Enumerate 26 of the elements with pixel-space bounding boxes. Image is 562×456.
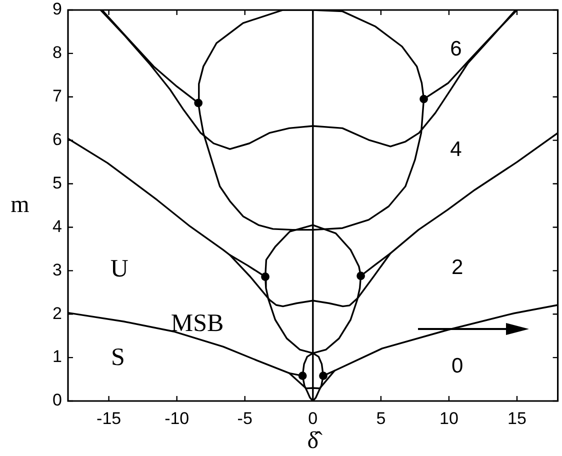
x-tick-label: 0 <box>308 408 318 428</box>
y-tick-label: 0 <box>52 390 62 410</box>
annotation: 4 <box>450 138 462 161</box>
x-axis-title: δ̂ <box>307 428 323 454</box>
y-tick-label: 8 <box>52 43 62 62</box>
y-tick-label: 2 <box>52 304 62 323</box>
annotation: U <box>110 256 128 283</box>
x-tick-label: -15 <box>96 408 122 428</box>
x-tick-label: -5 <box>237 408 252 428</box>
annotation: 2 <box>452 256 464 280</box>
y-tick-label: 9 <box>52 0 62 19</box>
x-tick-label: -10 <box>164 408 190 428</box>
y-axis-title: m <box>10 192 30 218</box>
y-tick-label: 1 <box>52 347 62 366</box>
annotation: 0 <box>452 354 464 378</box>
annotation: S <box>111 344 125 371</box>
y-tick-label: 3 <box>52 260 62 280</box>
y-tick-label: 5 <box>52 173 62 192</box>
x-tick-label: 5 <box>376 408 386 428</box>
x-tick-label: 15 <box>508 408 526 428</box>
y-tick-label: 4 <box>52 216 62 236</box>
x-tick-label: 10 <box>439 408 458 428</box>
y-tick-label: 7 <box>52 86 62 106</box>
annotation: 6 <box>450 38 462 61</box>
annotation: MSB <box>170 310 224 337</box>
y-tick-label: 6 <box>52 130 62 150</box>
